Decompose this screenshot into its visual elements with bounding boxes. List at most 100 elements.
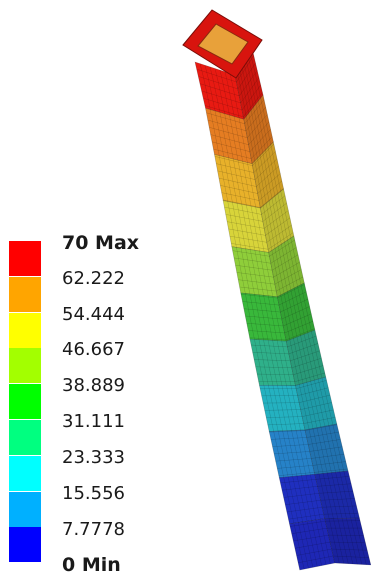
beam-mesh-line	[201, 77, 260, 104]
legend-label-10: 0 Min	[62, 554, 121, 576]
beam-mesh-line	[206, 99, 265, 125]
beam-mesh-line	[255, 357, 322, 369]
legend-swatch-4	[9, 348, 41, 384]
beam-mesh-line	[272, 439, 341, 447]
beam-mesh-line	[275, 453, 345, 462]
beam-mesh-line	[221, 180, 283, 201]
beam-mesh-line	[210, 121, 270, 145]
beam-mesh-line	[258, 372, 325, 382]
beam-mesh-line	[249, 328, 315, 341]
beam-mesh-line	[204, 65, 309, 569]
beam-mesh-line	[231, 232, 294, 250]
beam-side-shade-10	[314, 471, 360, 519]
beam-mesh-line	[209, 114, 268, 139]
legend-label-1: 70 Max	[62, 232, 140, 254]
beam-mesh-line	[277, 461, 346, 469]
beam-mesh-line	[218, 165, 279, 187]
legend-swatch-5	[9, 384, 41, 420]
beam-mesh-line	[260, 380, 327, 389]
beam-mesh-line	[266, 409, 334, 418]
beam-mesh-line	[200, 70, 258, 97]
beam-mesh-line	[296, 548, 368, 556]
beam-mesh-line	[240, 284, 305, 299]
beam-mesh-line	[254, 350, 320, 362]
legend-label-9: 7.7778	[62, 518, 125, 540]
beam-mesh-line	[225, 202, 287, 222]
beam-mesh-line	[251, 335, 317, 348]
beam-mesh-line	[291, 527, 362, 534]
beam-mesh-line	[232, 239, 295, 257]
beam-mesh-line	[214, 68, 318, 567]
beam-mesh-line	[238, 269, 302, 285]
beam-mesh-line	[290, 520, 361, 527]
beam-mesh-line	[236, 261, 300, 278]
beam-mesh-line	[233, 247, 297, 264]
legend-label-5: 38.889	[62, 375, 125, 397]
legend-swatch-3	[9, 312, 41, 348]
beam-mesh-line	[217, 158, 278, 180]
legend-label-7: 23.333	[62, 446, 125, 468]
beam-mesh-line	[236, 71, 340, 564]
beam-side-shade-5	[268, 236, 305, 297]
beam-mesh-line	[261, 387, 329, 397]
beam-mesh-line	[220, 173, 281, 194]
beam-top-opening	[197, 23, 249, 65]
beam-mesh-line	[222, 188, 284, 208]
beam-mesh-line	[242, 291, 307, 306]
beam-mesh-line	[243, 298, 309, 313]
beam-mesh-line	[239, 68, 345, 564]
beam-side-shade-9	[305, 424, 349, 475]
beam-mesh-line	[252, 343, 319, 355]
legend-swatch-8	[9, 491, 41, 527]
beam-mesh-line	[199, 63, 305, 570]
beam-mesh-line	[204, 92, 263, 118]
beam-mesh-line	[281, 483, 352, 491]
beam-mesh-line	[239, 276, 304, 292]
beam-mesh-line	[224, 195, 286, 215]
beam-mesh-line	[196, 55, 255, 83]
beam-mesh-line	[270, 431, 339, 440]
beam-mesh-line	[235, 254, 299, 271]
beam-side-shade-6	[277, 283, 315, 342]
legend-label-4: 46.667	[62, 339, 125, 361]
beam-mesh-line	[219, 70, 322, 566]
beam-mesh-line	[213, 136, 273, 159]
beam-mesh-line	[263, 394, 331, 404]
beam-mesh-line	[207, 106, 266, 132]
beam-mesh-line	[294, 541, 366, 549]
beam-mesh-line	[216, 151, 276, 173]
beam-side-shade-11	[324, 518, 371, 565]
beam-mesh-line	[241, 64, 349, 564]
beam-mesh-line	[288, 513, 359, 520]
beam-mesh-line	[278, 468, 348, 476]
beam-mesh-line	[214, 143, 275, 166]
beam-mesh-line	[285, 498, 355, 505]
beam-mesh-line	[198, 62, 256, 90]
beam-mesh-line	[245, 306, 310, 320]
legend-label-3: 54.444	[62, 303, 125, 325]
beam-mesh-line	[286, 505, 357, 513]
beam-mesh-line	[203, 84, 262, 111]
beam-mesh-line	[243, 61, 354, 565]
beam-side-shade-8	[295, 377, 337, 430]
beam-mesh-line	[293, 534, 364, 542]
beam-mesh-line	[283, 490, 353, 498]
legend-swatch-7	[9, 455, 41, 491]
legend-label-2: 62.222	[62, 267, 125, 289]
beam-mesh-line	[280, 476, 350, 484]
beam-mesh-line	[267, 417, 336, 426]
beam-mesh-line	[209, 66, 314, 568]
legend-label-8: 15.556	[62, 482, 125, 504]
beam-side-shade-4	[260, 189, 294, 253]
beam-mesh-line	[298, 555, 370, 563]
beam-side-shade-2	[243, 95, 274, 164]
beam-mesh-line	[229, 225, 292, 243]
beam-side-shade-3	[252, 142, 284, 209]
beam-mesh-line	[229, 73, 331, 564]
legend-label-6: 31.111	[62, 411, 125, 433]
beam-mesh-line	[224, 71, 327, 565]
beam-mesh-line	[269, 424, 338, 433]
beam-mesh-line	[211, 129, 271, 152]
